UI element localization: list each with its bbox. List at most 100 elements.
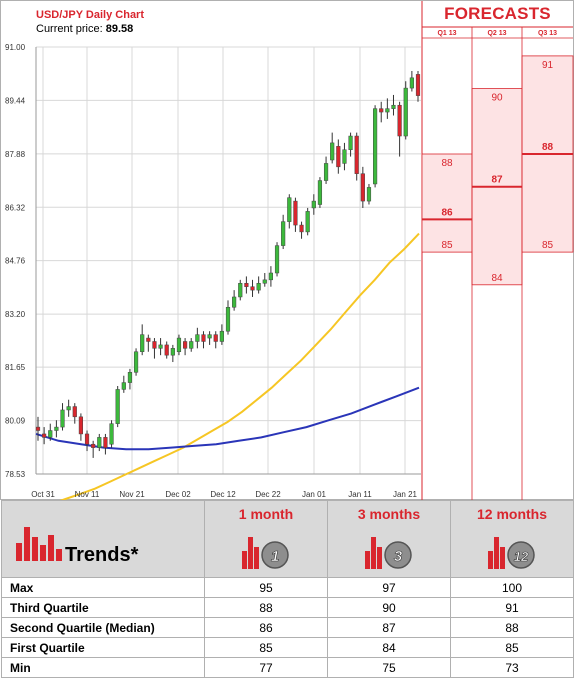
candle-body: [366, 187, 372, 202]
candle-body: [409, 77, 414, 89]
candle-body: [268, 272, 273, 281]
column-label: 3 months: [357, 506, 421, 522]
bar-chart-icon: [16, 527, 62, 561]
trends-header-row: Trends* 1 month 1 3 months: [1, 500, 574, 578]
row-label: Second Quartile (Median): [1, 617, 205, 638]
candle-body: [373, 108, 378, 185]
forecast-column-label: Q2 13: [487, 30, 506, 37]
candle-body: [60, 409, 65, 428]
forecast-low-label: 85: [542, 240, 554, 251]
candle-body: [42, 433, 47, 438]
row-value: 91: [450, 597, 574, 618]
candle-body: [97, 437, 102, 448]
x-tick-label: Nov 11: [75, 490, 100, 499]
y-tick-label: 84.76: [5, 257, 26, 266]
chart-grid: [35, 46, 421, 475]
candle-body: [170, 348, 175, 356]
row-value: 77: [204, 657, 328, 678]
candle-body: [323, 163, 329, 181]
candle-body: [403, 87, 408, 137]
x-tick-label: Jan 01: [302, 490, 327, 499]
candle-body: [274, 245, 280, 274]
candle-body: [354, 135, 359, 174]
forecast-high-label: 91: [542, 60, 554, 71]
candle-body: [281, 221, 286, 246]
x-tick-label: Oct 31: [31, 490, 55, 499]
y-tick-label: 81.65: [5, 363, 26, 372]
candle-body: [391, 104, 396, 109]
chart-title: USD/JPY Daily Chart: [36, 9, 145, 21]
candle-body: [330, 142, 335, 161]
candle-body: [189, 341, 194, 349]
current-price: Current price: 89.58: [36, 23, 133, 35]
candle-body: [152, 341, 157, 349]
table-row: Third Quartile 88 90 91: [1, 597, 574, 618]
forecast-high-label: 88: [441, 158, 453, 169]
table-row: Min 77 75 73: [1, 657, 574, 678]
candle-body: [311, 200, 316, 209]
candle-body: [84, 433, 90, 445]
candle-body: [133, 351, 139, 373]
candles: [35, 70, 421, 458]
trends-table: Trends* 1 month 1 3 months: [1, 500, 574, 678]
forecast-low-label: 84: [491, 273, 503, 284]
candle-body: [201, 334, 206, 342]
candle-body: [219, 330, 224, 342]
candle-body: [140, 334, 145, 353]
column-label: 12 months: [476, 506, 547, 522]
horizon-badge-icon: 3: [365, 537, 412, 569]
row-value: 87: [327, 617, 451, 638]
row-label: First Quartile: [1, 637, 205, 658]
row-value: 100: [450, 577, 574, 598]
candle-body: [115, 389, 120, 424]
candle-body: [72, 406, 77, 418]
candle-body: [127, 372, 133, 383]
candle-body: [176, 337, 182, 353]
badge-number: 3: [394, 548, 403, 565]
x-tick-label: Dec 02: [165, 490, 191, 499]
forecast-median-label: 87: [491, 175, 503, 186]
forecast-panel: Q1 13 88 86 85 Q2 13 90 87 84 Q3 13 91 88 85: [421, 1, 574, 500]
current-price-value: 89.58: [105, 23, 134, 35]
row-value: 88: [450, 617, 574, 638]
row-value: 97: [327, 577, 451, 598]
candle-body: [195, 334, 200, 342]
row-value: 90: [327, 597, 451, 618]
candle-body: [293, 200, 298, 226]
forecast-low-label: 85: [441, 240, 453, 251]
candle-body: [54, 426, 59, 431]
candle-body: [232, 296, 237, 308]
y-tick-label: 83.20: [5, 310, 26, 319]
trends-label: Trends*: [65, 544, 139, 566]
candle-body: [348, 135, 353, 150]
forecasts-title: FORECASTS: [444, 4, 551, 23]
row-value: 85: [450, 637, 574, 658]
column-3-months: 3 months 3: [327, 500, 451, 578]
y-tick-label: 91.00: [5, 43, 26, 52]
x-tick-label: Dec 22: [255, 490, 281, 499]
horizon-badge-icon: 12: [488, 537, 535, 569]
candle-body: [238, 283, 243, 298]
candle-body: [225, 306, 231, 332]
column-label: 1 month: [238, 506, 294, 522]
candle-body: [299, 224, 304, 233]
candle-body: [342, 149, 347, 164]
trends-header-cell: Trends*: [1, 500, 205, 578]
y-tick-label: 89.44: [5, 96, 26, 105]
candle-body: [109, 423, 114, 445]
candle-body: [103, 437, 108, 448]
y-tick-label: 80.09: [5, 417, 26, 426]
candle-body: [360, 173, 365, 202]
candle-body: [164, 344, 169, 356]
y-axis-ticks: 91.00 89.44 87.88 86.32 84.76 83.20 81.65 80.09…: [5, 43, 26, 479]
current-price-label: Current price:: [36, 23, 103, 35]
horizon-badge-icon: 1: [242, 537, 289, 569]
forecast-range-box: [421, 153, 473, 253]
candle-body: [66, 406, 71, 411]
row-label: Third Quartile: [1, 597, 205, 618]
candle-body: [35, 426, 41, 431]
candle-body: [379, 108, 384, 113]
candle-body: [244, 283, 249, 287]
candle-body: [305, 211, 310, 233]
